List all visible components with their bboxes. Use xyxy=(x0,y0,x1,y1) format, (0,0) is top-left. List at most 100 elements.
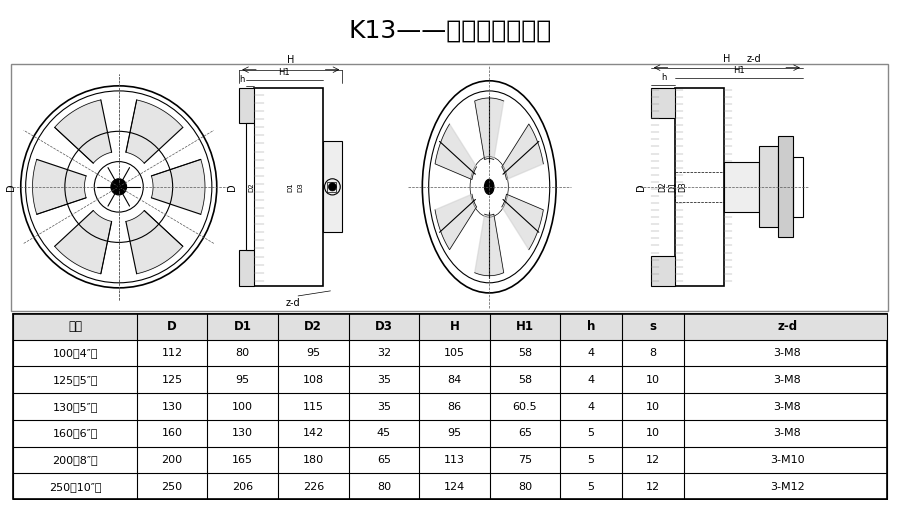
Text: 115: 115 xyxy=(302,401,324,412)
Text: H1: H1 xyxy=(516,320,534,333)
Text: H1: H1 xyxy=(279,68,290,77)
Text: 100（4″）: 100（4″） xyxy=(52,348,98,358)
Text: 3-M8: 3-M8 xyxy=(773,401,801,412)
Text: D1: D1 xyxy=(287,182,293,192)
Text: D1: D1 xyxy=(668,181,677,192)
Bar xyxy=(675,88,724,286)
Text: 规格: 规格 xyxy=(68,320,82,333)
Polygon shape xyxy=(474,214,504,276)
Text: 142: 142 xyxy=(302,428,324,438)
Text: 226: 226 xyxy=(302,482,324,491)
Text: 125: 125 xyxy=(162,375,183,385)
Text: 3-M12: 3-M12 xyxy=(770,482,805,491)
Text: 5: 5 xyxy=(588,428,595,438)
Text: 250: 250 xyxy=(162,482,183,491)
Bar xyxy=(675,172,724,202)
Bar xyxy=(239,88,254,123)
Text: 4: 4 xyxy=(588,348,595,358)
Bar xyxy=(247,123,254,250)
Text: H: H xyxy=(449,320,459,333)
Text: 200: 200 xyxy=(162,455,183,465)
Ellipse shape xyxy=(484,179,494,194)
Text: z-d: z-d xyxy=(778,320,797,333)
Bar xyxy=(651,88,675,118)
Text: D3: D3 xyxy=(375,320,392,333)
Polygon shape xyxy=(32,160,86,214)
Text: 95: 95 xyxy=(236,375,250,385)
Bar xyxy=(778,136,793,237)
Text: 3-M8: 3-M8 xyxy=(773,375,801,385)
Bar xyxy=(651,256,675,286)
Text: h: h xyxy=(238,75,244,84)
Text: 113: 113 xyxy=(444,455,465,465)
Text: z-d: z-d xyxy=(286,298,301,308)
Text: 124: 124 xyxy=(444,482,465,491)
Text: D: D xyxy=(167,320,177,333)
Text: z-d: z-d xyxy=(746,54,761,64)
Text: 206: 206 xyxy=(232,482,253,491)
Polygon shape xyxy=(502,124,544,180)
Text: 35: 35 xyxy=(377,401,391,412)
Text: 12: 12 xyxy=(646,455,660,465)
Text: 4: 4 xyxy=(588,401,595,412)
Text: 80: 80 xyxy=(377,482,391,491)
Text: 95: 95 xyxy=(447,428,462,438)
Text: H: H xyxy=(723,54,730,64)
Text: D2: D2 xyxy=(304,320,322,333)
Text: D1: D1 xyxy=(234,320,252,333)
Polygon shape xyxy=(502,194,544,249)
Text: 32: 32 xyxy=(377,348,391,358)
Text: 58: 58 xyxy=(518,375,532,385)
Text: 100: 100 xyxy=(232,401,253,412)
Polygon shape xyxy=(126,100,183,163)
Text: h: h xyxy=(587,320,595,333)
Text: D3: D3 xyxy=(678,181,687,192)
Text: h: h xyxy=(661,73,666,82)
Text: H1: H1 xyxy=(734,66,745,75)
Text: s: s xyxy=(650,320,656,333)
Text: 86: 86 xyxy=(447,401,462,412)
Circle shape xyxy=(328,183,337,191)
Circle shape xyxy=(111,179,127,195)
Bar xyxy=(14,314,886,340)
Text: 112: 112 xyxy=(162,348,183,358)
Text: 200（8″）: 200（8″） xyxy=(52,455,98,465)
Bar xyxy=(254,88,322,286)
Bar xyxy=(239,250,254,286)
Text: 250（10″）: 250（10″） xyxy=(49,482,102,491)
Polygon shape xyxy=(55,211,112,274)
Text: 75: 75 xyxy=(518,455,532,465)
Text: 108: 108 xyxy=(302,375,324,385)
Text: 180: 180 xyxy=(302,455,324,465)
Text: 60.5: 60.5 xyxy=(513,401,537,412)
Text: 165: 165 xyxy=(232,455,253,465)
Text: D: D xyxy=(636,183,646,191)
Text: 3-M10: 3-M10 xyxy=(770,455,805,465)
Polygon shape xyxy=(55,100,112,163)
Text: 65: 65 xyxy=(377,455,391,465)
Text: D: D xyxy=(6,183,16,191)
Text: 10: 10 xyxy=(646,428,660,438)
Text: D3: D3 xyxy=(297,182,303,192)
Polygon shape xyxy=(151,160,205,214)
Text: 3-M8: 3-M8 xyxy=(773,428,801,438)
Polygon shape xyxy=(435,124,477,180)
Text: 65: 65 xyxy=(518,428,532,438)
Polygon shape xyxy=(435,194,477,249)
Text: 80: 80 xyxy=(518,482,532,491)
Text: 3-M8: 3-M8 xyxy=(773,348,801,358)
Bar xyxy=(759,146,778,227)
Text: 125（5″）: 125（5″） xyxy=(52,375,98,385)
Text: 80: 80 xyxy=(236,348,250,358)
Text: 160（6″）: 160（6″） xyxy=(52,428,98,438)
Text: K13——六爪自定心卡盘: K13——六爪自定心卡盘 xyxy=(348,18,552,42)
Text: 130: 130 xyxy=(162,401,183,412)
Text: 58: 58 xyxy=(518,348,532,358)
Text: 160: 160 xyxy=(162,428,183,438)
Text: 35: 35 xyxy=(377,375,391,385)
Text: 84: 84 xyxy=(447,375,462,385)
Text: 8: 8 xyxy=(649,348,656,358)
Text: S: S xyxy=(329,184,334,190)
Text: 10: 10 xyxy=(646,401,660,412)
Text: D2: D2 xyxy=(248,182,254,192)
